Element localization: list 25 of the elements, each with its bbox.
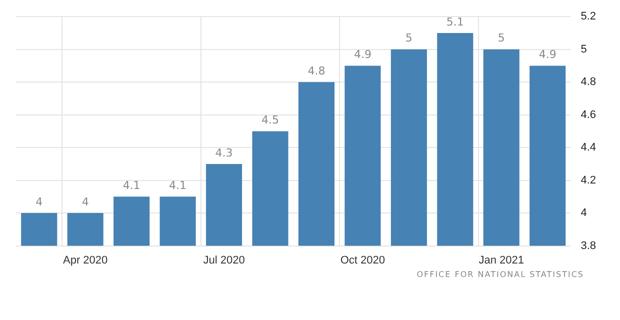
- data-label: 4.1: [122, 179, 140, 192]
- data-label: 4.9: [354, 48, 372, 62]
- y-tick-label: 4.2: [580, 174, 596, 186]
- y-tick-label: 4.4: [580, 142, 596, 154]
- y-tick-label: 5.2: [580, 10, 596, 23]
- data-label: 5: [498, 32, 505, 45]
- data-label: 5: [405, 32, 412, 45]
- x-tick-label: Jan 2021: [478, 254, 524, 266]
- y-tick-label: 4: [580, 207, 587, 220]
- y-tick-label: 3.8: [580, 240, 596, 252]
- data-label: 4: [82, 195, 89, 208]
- data-label: 4.3: [215, 146, 233, 160]
- data-label: 4.9: [538, 48, 556, 62]
- x-tick-label: Jul 2020: [203, 254, 245, 266]
- y-tick-label: 5: [580, 43, 587, 56]
- data-label: 4.8: [308, 64, 326, 78]
- x-tick-label: Oct 2020: [340, 254, 386, 266]
- x-tick-label: Apr 2020: [63, 254, 108, 266]
- y-tick-label: 4.8: [580, 76, 596, 88]
- data-label: 5.1: [446, 15, 464, 28]
- data-label: 4.5: [261, 114, 279, 127]
- text: OFFICE FOR NATIONAL STATISTICS: [416, 270, 584, 279]
- data-label: 4.1: [169, 179, 187, 192]
- y-tick-label: 4.6: [580, 108, 596, 121]
- data-label: 4: [36, 195, 43, 208]
